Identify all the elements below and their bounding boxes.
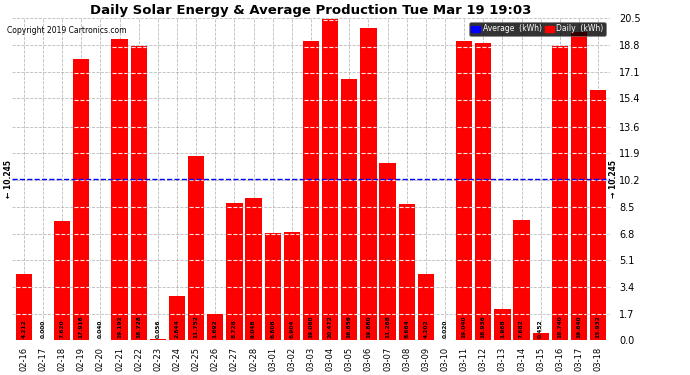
Bar [188,156,204,340]
Text: 4.202: 4.202 [424,320,428,339]
Bar [169,296,185,340]
Text: 19.880: 19.880 [366,316,371,339]
Text: 20.472: 20.472 [328,316,333,339]
Text: 0.452: 0.452 [538,320,543,339]
Bar [360,28,377,340]
Text: 7.620: 7.620 [59,320,65,339]
Bar [494,309,511,340]
Bar [590,90,607,340]
Bar [246,198,262,340]
Bar [322,19,338,340]
Text: 6.808: 6.808 [270,320,275,339]
Bar [130,46,147,340]
Text: 11.752: 11.752 [194,316,199,339]
Bar [456,41,472,340]
Text: 8.664: 8.664 [404,320,409,339]
Title: Daily Solar Energy & Average Production Tue Mar 19 19:03: Daily Solar Energy & Average Production … [90,4,532,17]
Bar [399,204,415,340]
Bar [54,220,70,340]
Text: 18.728: 18.728 [136,316,141,339]
Text: 0.000: 0.000 [41,320,46,339]
Text: → 10.245: → 10.245 [609,160,618,198]
Bar [571,32,587,340]
Text: 7.682: 7.682 [519,320,524,339]
Bar [303,40,319,340]
Text: Copyright 2019 Cartronics.com: Copyright 2019 Cartronics.com [7,26,126,35]
Text: 19.040: 19.040 [462,316,466,339]
Text: 11.288: 11.288 [385,316,390,339]
Text: 16.656: 16.656 [347,316,352,339]
Text: 19.192: 19.192 [117,316,122,339]
Bar [552,46,568,340]
Bar [73,59,90,340]
Bar [475,43,491,340]
Text: 1.968: 1.968 [500,320,505,339]
Text: 18.740: 18.740 [558,316,562,339]
Text: 0.040: 0.040 [98,320,103,339]
Text: ← 10.245: ← 10.245 [4,160,13,198]
Bar [284,232,300,340]
Bar [380,163,395,340]
Bar [16,274,32,340]
Bar [111,39,128,340]
Legend: Average  (kWh), Daily  (kWh): Average (kWh), Daily (kWh) [469,22,606,36]
Text: 18.936: 18.936 [481,316,486,339]
Text: 19.640: 19.640 [577,316,582,339]
Bar [533,333,549,340]
Bar [150,339,166,340]
Text: 1.692: 1.692 [213,320,218,339]
Text: 15.932: 15.932 [595,316,601,339]
Text: 4.212: 4.212 [21,320,26,339]
Text: 6.904: 6.904 [289,320,295,339]
Bar [417,274,434,340]
Bar [341,79,357,340]
Text: 17.916: 17.916 [79,316,83,339]
Text: 2.844: 2.844 [175,320,179,339]
Bar [264,233,281,340]
Text: 9.048: 9.048 [251,320,256,339]
Bar [226,203,242,340]
Text: 8.728: 8.728 [232,320,237,339]
Text: 0.020: 0.020 [442,320,448,339]
Text: 0.056: 0.056 [155,320,160,339]
Bar [513,220,530,340]
Text: 19.080: 19.080 [308,316,313,339]
Bar [207,314,224,340]
